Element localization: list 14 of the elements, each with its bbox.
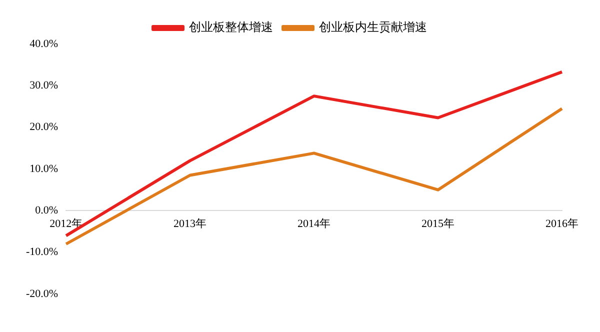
x-tick-label: 2016年 <box>546 218 578 230</box>
x-tick-label: 2014年 <box>298 218 331 230</box>
y-tick-label: 10.0% <box>30 162 58 175</box>
y-tick-label: -20.0% <box>26 288 58 300</box>
y-tick-label: 40.0% <box>30 38 58 50</box>
x-tick-label: 2012年 <box>50 218 83 230</box>
legend-label: 创业板内生贡献增速 <box>319 20 427 34</box>
y-tick-label: 0.0% <box>35 204 58 217</box>
y-tick-label: -10.0% <box>26 246 58 258</box>
y-tick-label: 30.0% <box>30 80 58 92</box>
y-tick-label: 20.0% <box>30 121 58 134</box>
x-tick-label: 2015年 <box>422 218 455 230</box>
x-tick-label: 2013年 <box>174 218 207 230</box>
legend-label: 创业板整体增速 <box>189 20 273 34</box>
